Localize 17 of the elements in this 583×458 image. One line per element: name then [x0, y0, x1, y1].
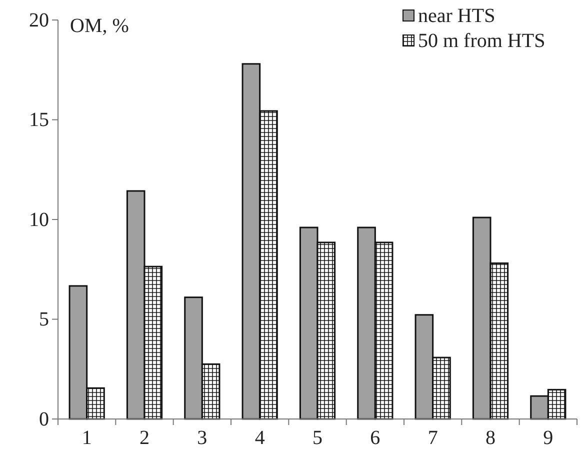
y-tick-label: 5 [39, 308, 49, 331]
legend-label: 50 m from HTS [418, 30, 546, 52]
x-tick-label: 5 [312, 427, 322, 449]
y-tick-label: 0 [39, 408, 49, 430]
y-tick-label: 10 [29, 208, 49, 231]
y-tick-label: 15 [29, 109, 49, 132]
x-tick-label: 2 [140, 427, 150, 449]
x-tick-label: 7 [428, 427, 438, 449]
x-tick-label: 1 [82, 427, 92, 449]
legend-label: near HTS [418, 5, 496, 27]
x-tick-label: 9 [543, 427, 554, 449]
x-tick-label: 4 [254, 427, 265, 449]
y-tick-label: 20 [29, 9, 49, 32]
x-tick-label: 3 [197, 427, 208, 449]
x-tick-label: 8 [486, 427, 496, 449]
x-tick-label: 6 [370, 427, 380, 449]
y-axis-title: OM, % [70, 15, 129, 37]
